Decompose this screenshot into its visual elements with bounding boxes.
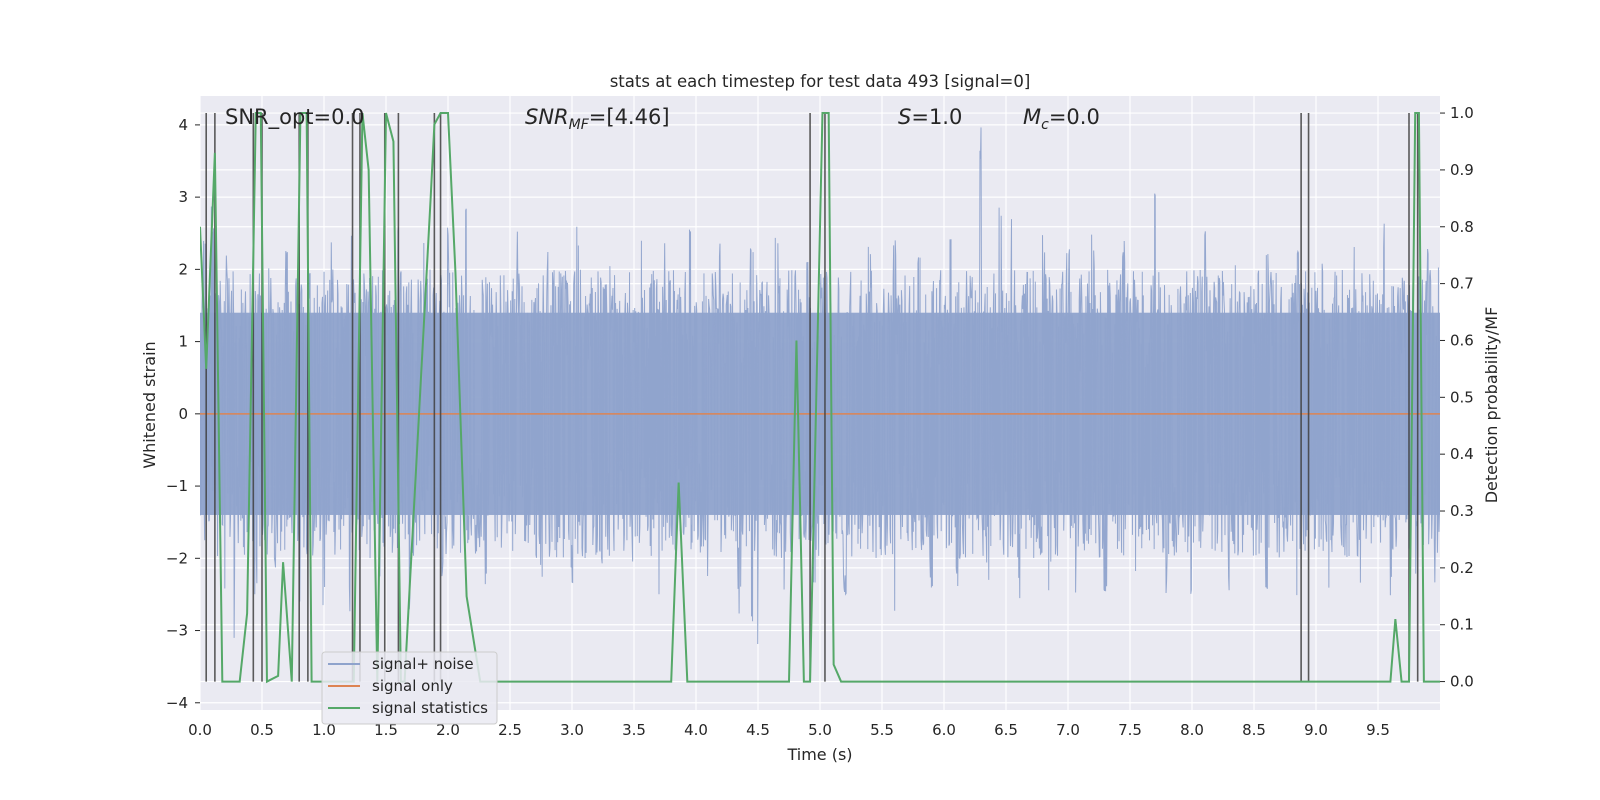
- mc-sub: c: [1041, 117, 1049, 133]
- annotation-snr-opt: SNR_opt=0.0: [225, 105, 365, 130]
- y2-tick-label: 0.7: [1450, 275, 1474, 293]
- y-tick-label: −2: [166, 549, 188, 567]
- x-tick-label: 5.5: [870, 721, 894, 739]
- x-tick-label: 6.0: [932, 721, 956, 739]
- x-tick-label: 4.5: [746, 721, 770, 739]
- series-signal-statistics: [200, 112, 1440, 684]
- y2-tick-label: 0.0: [1450, 673, 1474, 691]
- mc-base: M: [1023, 105, 1041, 129]
- y2-tick-label: 1.0: [1450, 104, 1474, 122]
- plot-area: [200, 112, 1440, 684]
- y2-tick-label: 0.5: [1450, 388, 1474, 406]
- legend-label-signal-statistics: signal statistics: [372, 699, 488, 717]
- y2-tick-label: 0.6: [1450, 331, 1474, 349]
- y-tick-label: 0: [178, 405, 188, 423]
- y-tick-label: −1: [166, 477, 188, 495]
- x-tick-label: 2.0: [436, 721, 460, 739]
- y-tick-label: 4: [178, 116, 188, 134]
- mc-value: =0.0: [1049, 105, 1100, 129]
- left-y-axis-ticks: 4 3 2 1 0 −1 −2 −3 −4: [166, 116, 200, 712]
- x-tick-label: 1.5: [374, 721, 398, 739]
- legend-label-signal-only: signal only: [372, 677, 453, 695]
- s-base: S: [898, 105, 911, 129]
- y2-tick-label: 0.2: [1450, 559, 1474, 577]
- x-tick-label: 5.0: [808, 721, 832, 739]
- right-y-axis-ticks: 1.0 0.9 0.8 0.7 0.6 0.5 0.4 0.3 0.2 0.1 0.0: [1440, 104, 1474, 691]
- y-tick-label: 3: [178, 188, 188, 206]
- legend-label-signal-plus-noise: signal+ noise: [372, 655, 474, 673]
- y2-axis-label: Detection probability/MF: [1482, 307, 1501, 504]
- annotation-s: S=1.0: [898, 105, 962, 129]
- x-axis-ticks: 0.0 0.5 1.0 1.5 2.0 2.5 3.0 3.5 4.0 4.5 5.0 5.5 6.0 6…: [188, 721, 1390, 739]
- s-value: =1.0: [911, 105, 962, 129]
- legend: signal+ noise signal only signal statist…: [321, 651, 498, 725]
- x-tick-label: 2.5: [498, 721, 522, 739]
- x-tick-label: 8.5: [1242, 721, 1266, 739]
- annotation-snr-mf: SNRMF=[4.46]: [525, 105, 670, 133]
- x-tick-label: 1.0: [312, 721, 336, 739]
- y2-tick-label: 0.1: [1450, 616, 1474, 634]
- x-tick-label: 3.0: [560, 721, 584, 739]
- y2-tick-label: 0.9: [1450, 161, 1474, 179]
- chart-title: stats at each timestep for test data 493…: [610, 72, 1031, 91]
- y2-tick-label: 0.3: [1450, 502, 1474, 520]
- legend-box: [321, 651, 498, 725]
- y-axis-label: Whitened strain: [140, 341, 159, 468]
- x-tick-label: 3.5: [622, 721, 646, 739]
- series-detections: [205, 113, 1419, 682]
- snr-mf-base: SNR: [525, 105, 569, 129]
- noise-trace: [200, 127, 1440, 644]
- x-tick-label: 9.5: [1366, 721, 1390, 739]
- snr-mf-sub: MF: [569, 117, 590, 133]
- y-tick-label: −3: [166, 622, 188, 640]
- x-tick-label: 0.5: [250, 721, 274, 739]
- snr-mf-value: =[4.46]: [589, 105, 670, 129]
- x-tick-label: 7.0: [1056, 721, 1080, 739]
- y-tick-label: −4: [166, 694, 188, 712]
- x-tick-label: 4.0: [684, 721, 708, 739]
- annotation-mc: Mc=0.0: [1023, 105, 1100, 133]
- y2-tick-label: 0.4: [1450, 445, 1474, 463]
- y-tick-label: 2: [178, 260, 188, 278]
- x-tick-label: 8.0: [1180, 721, 1204, 739]
- x-tick-label: 6.5: [994, 721, 1018, 739]
- x-tick-label: 7.5: [1118, 721, 1142, 739]
- x-axis-label: Time (s): [786, 745, 852, 764]
- signal-statistics-line: [200, 112, 1440, 684]
- x-tick-label: 0.0: [188, 721, 212, 739]
- y2-tick-label: 0.8: [1450, 218, 1474, 236]
- y-tick-label: 1: [178, 333, 188, 351]
- x-tick-label: 9.0: [1304, 721, 1328, 739]
